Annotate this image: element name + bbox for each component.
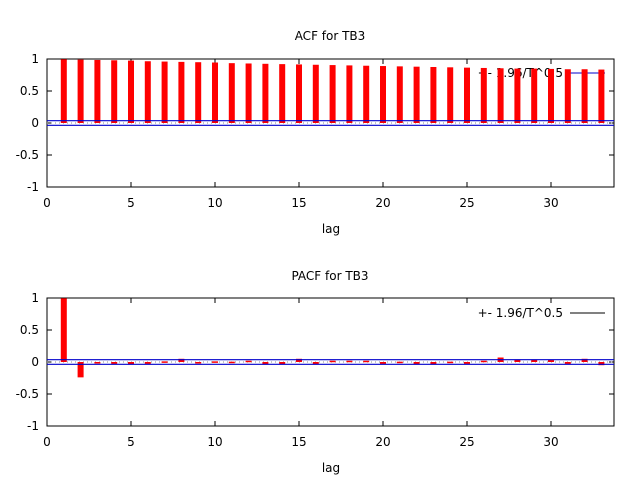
pacf-title: PACF for TB3 bbox=[291, 269, 368, 283]
pacf-bar bbox=[346, 360, 353, 363]
acf-bar bbox=[111, 60, 118, 123]
acf-bar bbox=[497, 68, 504, 123]
acf-xlabel: lag bbox=[322, 222, 340, 236]
pacf-bar bbox=[514, 359, 521, 362]
pacf-bar bbox=[279, 362, 286, 365]
pacf-bar bbox=[60, 298, 67, 362]
pacf-legend-label: +- 1.96/T^0.5 bbox=[478, 306, 563, 320]
pacf-bar bbox=[564, 362, 571, 364]
acf-bar bbox=[77, 59, 84, 123]
pacf-bar bbox=[312, 362, 319, 365]
pacf-bar bbox=[161, 361, 168, 363]
acf-bar bbox=[363, 65, 370, 123]
pacf-bar bbox=[396, 361, 403, 364]
pacf-ytick-label: 0.5 bbox=[20, 323, 39, 337]
pacf-bar bbox=[195, 362, 202, 364]
pacf-bar bbox=[380, 362, 386, 364]
pacf-bar bbox=[128, 362, 134, 365]
pacf-bar bbox=[77, 362, 84, 378]
acf-ytick-label: 0.5 bbox=[20, 84, 39, 98]
acf-ytick-label: -1 bbox=[27, 180, 39, 194]
acf-bar bbox=[195, 62, 202, 123]
pacf-bar bbox=[178, 358, 185, 362]
acf-bar bbox=[262, 63, 269, 123]
acf-bar bbox=[296, 64, 302, 123]
pacf-xlabel: lag bbox=[322, 461, 340, 475]
pacf-xtick-label: 10 bbox=[207, 435, 222, 449]
pacf-bar bbox=[598, 362, 605, 366]
pacf-bar bbox=[413, 362, 420, 365]
pacf-bar bbox=[245, 360, 252, 363]
acf-bar bbox=[212, 62, 218, 123]
acf-ytick-label: -0.5 bbox=[16, 148, 39, 162]
acf-bar bbox=[161, 61, 168, 123]
pacf-xtick-label: 25 bbox=[459, 435, 474, 449]
acf-bar bbox=[228, 63, 235, 123]
acf-xtick-label: 15 bbox=[291, 196, 306, 210]
acf-bar bbox=[581, 69, 588, 123]
acf-bar bbox=[279, 64, 286, 123]
acf-xtick-label: 0 bbox=[43, 196, 51, 210]
acf-bar bbox=[564, 69, 571, 123]
acf-bar bbox=[531, 68, 538, 123]
pacf-bar bbox=[464, 362, 470, 364]
pacf-ytick-label: 1 bbox=[31, 291, 39, 305]
pacf-bar bbox=[430, 362, 437, 365]
acf-ytick-label: 0 bbox=[31, 116, 39, 130]
pacf-ytick-label: -1 bbox=[27, 419, 39, 433]
acf-bar bbox=[312, 64, 319, 123]
acf-bar bbox=[396, 66, 403, 123]
pacf-bar bbox=[581, 358, 588, 362]
acf-bar bbox=[380, 66, 386, 123]
pacf-xtick-label: 15 bbox=[291, 435, 306, 449]
acf-xtick-label: 25 bbox=[459, 196, 474, 210]
acf-bar bbox=[480, 67, 487, 123]
pacf-bar bbox=[363, 360, 370, 363]
acf-bar bbox=[60, 59, 67, 123]
pacf-bar bbox=[480, 360, 487, 363]
pacf-xtick-label: 5 bbox=[127, 435, 135, 449]
pacf-ytick-label: 0 bbox=[31, 355, 39, 369]
pacf-bar bbox=[111, 362, 118, 364]
pacf-ytick-label: -0.5 bbox=[16, 387, 39, 401]
acf-xtick-label: 30 bbox=[543, 196, 558, 210]
acf-bar bbox=[128, 60, 134, 123]
pacf-xtick-label: 30 bbox=[543, 435, 558, 449]
acf-bar bbox=[346, 65, 353, 123]
acf-title: ACF for TB3 bbox=[295, 29, 366, 43]
pacf-bar bbox=[94, 362, 101, 364]
acf-bar bbox=[447, 67, 454, 123]
acf-bar bbox=[548, 68, 554, 123]
acf-bar bbox=[144, 61, 151, 123]
acf-panel: ACF for TB3 lag +- 1.96/T^0.5 10.50-0.5-… bbox=[16, 29, 615, 236]
pacf-panel: PACF for TB3 lag +- 1.96/T^0.5 1 0.5 0 -0.5… bbox=[16, 269, 615, 475]
acf-bar bbox=[329, 65, 336, 123]
pacf-bar bbox=[548, 360, 554, 362]
acf-bar bbox=[413, 66, 420, 123]
acf-xtick-label: 5 bbox=[127, 196, 135, 210]
acf-xtick-label: 10 bbox=[207, 196, 222, 210]
acf-bar bbox=[514, 68, 521, 123]
pacf-bar bbox=[212, 361, 218, 363]
acf-ytick-label: 1 bbox=[31, 52, 39, 66]
pacf-xtick-label: 0 bbox=[43, 435, 51, 449]
acf-xtick-label: 20 bbox=[375, 196, 390, 210]
acf-bar bbox=[464, 67, 470, 123]
pacf-bar bbox=[144, 362, 151, 364]
pacf-bar bbox=[296, 358, 302, 362]
acf-bar bbox=[245, 63, 252, 123]
acf-bar bbox=[178, 61, 185, 123]
acf-bar bbox=[598, 69, 605, 123]
pacf-xtick-label: 20 bbox=[375, 435, 390, 449]
pacf-bar bbox=[262, 362, 269, 365]
pacf-bar bbox=[447, 361, 454, 364]
pacf-bar bbox=[329, 360, 336, 363]
acf-bar bbox=[94, 59, 101, 123]
acf-bar bbox=[430, 67, 437, 123]
pacf-bar bbox=[228, 361, 235, 364]
pacf-bar bbox=[531, 359, 538, 362]
